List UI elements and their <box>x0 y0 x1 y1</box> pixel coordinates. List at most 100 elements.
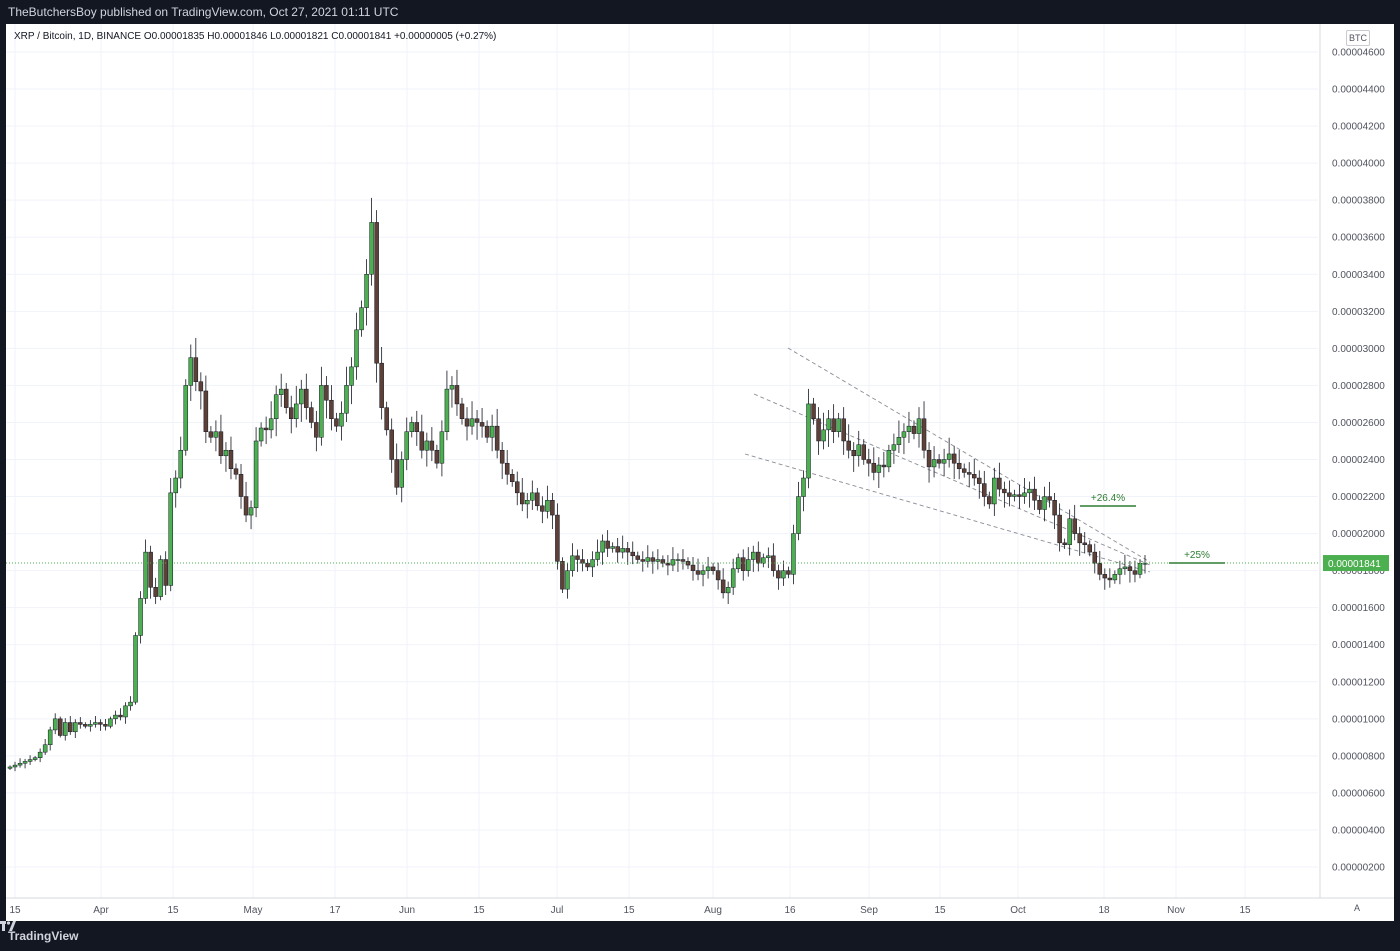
candle-body <box>630 551 635 557</box>
candle-body <box>971 474 977 479</box>
candle-body <box>560 561 565 590</box>
candle-body <box>193 357 199 382</box>
candle-body <box>756 551 761 564</box>
candle-body <box>1122 566 1128 570</box>
candle-body <box>620 548 625 553</box>
publish-line: TheButchersBoy published on TradingView.… <box>8 5 399 19</box>
y-tick-label: 0.00004600 <box>1332 48 1385 59</box>
candle-body <box>600 540 605 553</box>
y-tick-label: 0.00004200 <box>1332 122 1385 133</box>
candle-body <box>1007 492 1012 497</box>
candle-body <box>670 559 676 566</box>
candle-body <box>173 477 178 494</box>
candle-body <box>248 507 254 516</box>
candle-body <box>273 394 279 419</box>
candle-body <box>555 514 560 562</box>
candle-body <box>987 496 992 505</box>
candle-body <box>509 474 515 482</box>
x-tick-label: Jun <box>399 905 415 916</box>
candle-body <box>474 418 480 423</box>
candle-body <box>379 362 384 408</box>
y-tick-label: 0.00000400 <box>1332 825 1385 836</box>
candle-body <box>32 757 38 760</box>
candle-body <box>951 453 957 464</box>
candle-body <box>1117 568 1123 575</box>
candle-body <box>494 425 500 451</box>
trendline-upper <box>787 347 1151 563</box>
candle-body <box>906 425 912 432</box>
currency-badge[interactable]: BTC <box>1346 30 1370 46</box>
candle-body <box>1077 533 1082 544</box>
candle-body <box>831 418 836 432</box>
candle-body <box>27 759 33 762</box>
candle-body <box>73 722 78 733</box>
y-tick-label: 0.00002000 <box>1332 529 1385 540</box>
candle-body <box>992 477 997 505</box>
candle-body <box>369 222 374 275</box>
candle-body <box>896 437 902 445</box>
candle-body <box>233 468 239 475</box>
y-axis-panel[interactable] <box>1320 24 1394 921</box>
candle-body <box>1012 494 1017 497</box>
candle-body <box>1062 542 1067 545</box>
candle-body <box>364 274 369 308</box>
candle-body <box>484 425 490 438</box>
candle-body <box>982 483 987 497</box>
candle-body <box>871 462 877 473</box>
candle-body <box>806 403 811 479</box>
candle-body <box>359 307 364 331</box>
candle-body <box>178 449 184 479</box>
candle-body <box>610 546 615 549</box>
candle-body <box>856 444 861 457</box>
y-tick-label: 0.00001200 <box>1332 677 1385 688</box>
candle-body <box>916 418 922 434</box>
y-tick-label: 0.00003200 <box>1332 307 1385 318</box>
candle-body <box>188 357 194 386</box>
candle-body <box>489 425 495 438</box>
candle-body <box>1142 562 1148 565</box>
candle-body <box>725 587 731 594</box>
candle-body <box>384 407 389 431</box>
candle-body <box>891 444 897 451</box>
candle-body <box>459 403 465 420</box>
candle-body <box>143 551 148 599</box>
candle-body <box>977 477 982 484</box>
candle-body <box>394 459 399 488</box>
candle-body <box>710 566 716 571</box>
candle-body <box>68 722 73 733</box>
candle-body <box>213 431 219 438</box>
candle-body <box>1042 496 1047 510</box>
candle-body <box>841 418 846 442</box>
candle-body <box>881 464 887 468</box>
candle-body <box>776 570 781 579</box>
candle-body <box>278 388 284 395</box>
candle-body <box>409 422 415 432</box>
y-tick-label: 0.00004400 <box>1332 85 1385 96</box>
candle-body <box>349 366 354 386</box>
candle-body <box>886 449 892 468</box>
candle-body <box>288 407 294 419</box>
candle-body <box>821 429 826 442</box>
candle-body <box>801 477 806 497</box>
candle-body <box>761 557 766 564</box>
x-tick-label: Oct <box>1010 905 1026 916</box>
candle-body <box>1092 551 1098 564</box>
candle-body <box>389 429 394 460</box>
candle-body <box>650 557 656 562</box>
x-tick-label: 16 <box>784 905 796 916</box>
y-tick-label: 0.00001800 <box>1332 566 1385 577</box>
candle-body <box>876 464 882 473</box>
candle-body <box>695 570 701 575</box>
auto-scale-button[interactable]: A <box>1353 903 1360 913</box>
y-tick-label: 0.00001000 <box>1332 714 1385 725</box>
candle-body <box>243 496 249 516</box>
candle-body <box>514 481 520 494</box>
candle-body <box>12 764 18 768</box>
y-tick-label: 0.00002600 <box>1332 418 1385 429</box>
candle-body <box>1027 488 1032 494</box>
candle-body <box>826 418 831 431</box>
candle-body <box>424 440 430 451</box>
candle-body <box>479 422 485 427</box>
annotation-label: +25% <box>1184 550 1210 561</box>
